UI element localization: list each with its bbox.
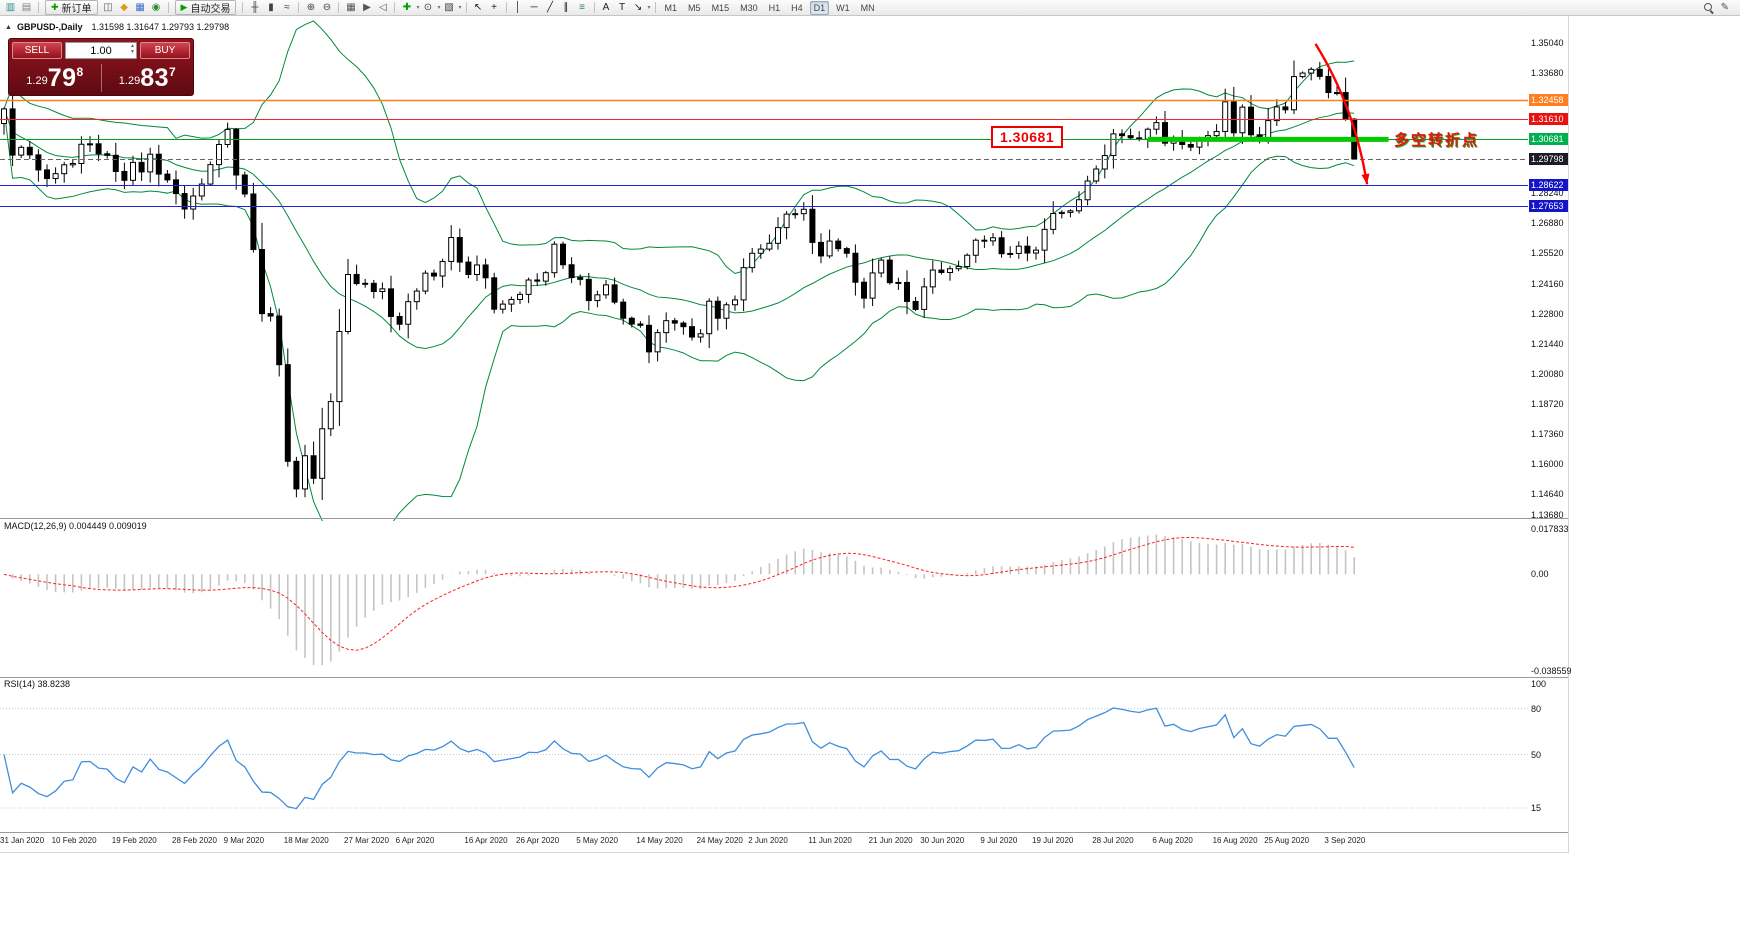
channel-icon[interactable]: ∥: [563, 1, 569, 13]
chart-shift-icon[interactable]: ◁: [379, 1, 387, 13]
toolbar-separator: [505, 2, 507, 13]
profiles-icon[interactable]: ▤: [21, 1, 32, 13]
cursor-icon[interactable]: ↖: [473, 1, 483, 13]
timeframe-m5[interactable]: M5: [688, 2, 701, 13]
buy-price[interactable]: 1.29837: [102, 64, 194, 93]
volume-up-icon[interactable]: ▲: [130, 43, 135, 49]
timeframe-h1[interactable]: H1: [768, 2, 781, 13]
candles-mode-icon[interactable]: ▮: [268, 1, 274, 13]
label-icon[interactable]: T: [618, 1, 626, 13]
new-chart-icon[interactable]: ▥: [5, 1, 16, 13]
toolbar-separator: [654, 2, 656, 13]
templates-dropdown-icon[interactable]: ▾: [458, 5, 462, 11]
compass-icon[interactable]: ◆: [120, 1, 128, 13]
market-watch-icon[interactable]: ◉: [151, 1, 161, 13]
main-toolbar: ▥ ▤ ✚ 新订单 ◫ ◆ ▦ ◉ ▶ 自动交易 ╫ ▮ ≈ ⊕ ⊖ ▦ ▶ ◁ ✚ ▾ ⊙ ▾ ▧ ▾ ↖ + │ ─ ╱ ∥ ≡ A T ↘ ▾…: [0, 0, 1740, 16]
volume-down-icon[interactable]: ▼: [130, 49, 135, 55]
chart-window-icon[interactable]: ◫: [103, 1, 113, 13]
templates-icon[interactable]: ▧: [444, 1, 454, 13]
autotrade-icon: ▶: [180, 2, 188, 12]
search-icon[interactable]: [1703, 2, 1715, 14]
edit-icon[interactable]: ✎: [1720, 2, 1729, 13]
volume-input[interactable]: 1.00 ▲ ▼: [65, 42, 137, 59]
sell-price[interactable]: 1.29798: [9, 64, 101, 93]
chart-window: ▲ GBPUSD-,Daily 1.31598 1.31647 1.29793 1.…: [0, 16, 1572, 853]
arrows-dropdown-icon[interactable]: ▾: [647, 5, 651, 11]
toolbar-separator: [38, 2, 39, 13]
buy-price-big: 83: [140, 63, 170, 92]
toolbar-separator: [394, 2, 396, 13]
price-divider: [100, 64, 102, 92]
navigator-icon[interactable]: ▦: [135, 1, 145, 13]
trendline-icon[interactable]: ╱: [547, 1, 554, 13]
toolbar-right-group: ✎: [1703, 2, 1729, 14]
autotrade-button[interactable]: ▶ 自动交易: [174, 0, 237, 15]
buy-price-pip: 7: [169, 64, 176, 79]
timeframe-w1[interactable]: W1: [836, 2, 850, 13]
periods-icon[interactable]: ⊙: [423, 1, 433, 13]
toolbar-separator: [465, 2, 467, 13]
text-icon[interactable]: A: [602, 1, 610, 13]
timeframe-d1[interactable]: D1: [809, 0, 830, 15]
buy-price-prefix: 1.29: [118, 74, 141, 87]
toolbar-separator: [167, 2, 169, 13]
timeframe-m30[interactable]: M30: [740, 2, 758, 13]
new-order-button-label: 新订单: [61, 4, 92, 15]
crosshair-icon[interactable]: +: [491, 1, 497, 13]
sell-price-big: 79: [47, 63, 77, 92]
volume-stepper[interactable]: ▲ ▼: [130, 43, 135, 55]
add-indicator-dropdown-icon[interactable]: ▾: [416, 5, 420, 11]
new-order-icon: ✚: [51, 2, 59, 12]
fibonacci-icon[interactable]: ≡: [579, 1, 585, 13]
tile-windows-icon[interactable]: ▦: [346, 1, 356, 13]
new-order-button[interactable]: ✚ 新订单: [45, 0, 98, 15]
toolbar-separator: [242, 2, 244, 13]
sell-price-prefix: 1.29: [26, 74, 48, 87]
toolbar-separator: [593, 2, 595, 13]
arrows-icon[interactable]: ↘: [633, 1, 643, 13]
autotrade-button-label: 自动交易: [190, 4, 231, 15]
timeframe-mn[interactable]: MN: [860, 2, 875, 13]
toolbar-separator: [298, 2, 300, 13]
timeframe-h4[interactable]: H4: [791, 2, 803, 13]
sell-button[interactable]: SELL: [12, 42, 62, 59]
zoom-out-icon[interactable]: ⊖: [322, 1, 332, 13]
line-mode-icon[interactable]: ≈: [284, 1, 290, 13]
chart-canvas[interactable]: [0, 16, 1568, 852]
hline-icon[interactable]: ─: [530, 1, 538, 13]
zoom-in-icon[interactable]: ⊕: [306, 1, 316, 13]
timeframe-m15[interactable]: M15: [711, 2, 730, 13]
bars-mode-icon[interactable]: ╫: [251, 1, 259, 13]
one-click-trading-panel: SELL 1.00 ▲ ▼ BUY 1.29798 1.29837: [8, 38, 194, 96]
periods-dropdown-icon[interactable]: ▾: [437, 5, 441, 11]
timeframe-m1[interactable]: M1: [664, 2, 678, 13]
auto-scroll-icon[interactable]: ▶: [363, 1, 371, 13]
add-indicator-icon[interactable]: ✚: [402, 1, 412, 13]
buy-button[interactable]: BUY: [140, 42, 190, 59]
vline-icon[interactable]: │: [514, 1, 522, 13]
volume-value: 1.00: [90, 44, 112, 57]
toolbar-separator: [338, 2, 340, 13]
sell-price-pip: 8: [76, 64, 84, 79]
